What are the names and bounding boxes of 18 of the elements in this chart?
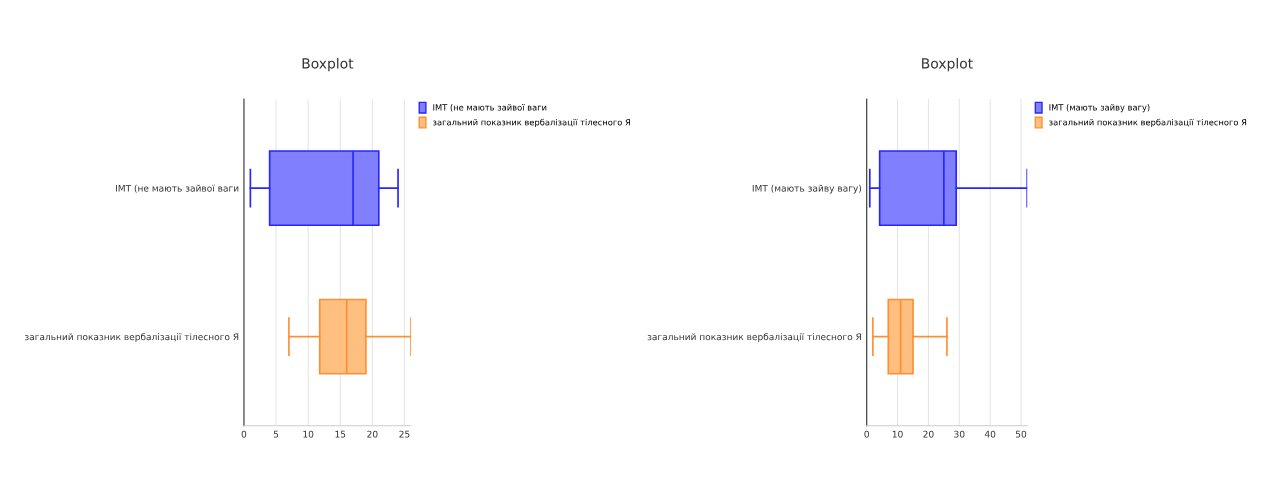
- x-tick-label: 50: [1015, 430, 1027, 438]
- x-tick-label: 0: [241, 430, 247, 438]
- x-tick-label: 25: [399, 430, 410, 438]
- x-tick-label: 40: [984, 430, 996, 438]
- chart-title: Boxplot: [302, 57, 354, 72]
- x-tick-label: 10: [892, 430, 903, 438]
- x-tick-label: 0: [864, 430, 869, 438]
- legend-label: загальний показник вербалізації тілесного Я: [433, 118, 630, 128]
- x-tick-label: 10: [303, 430, 314, 438]
- legend-label: загальний показник вербалізації тілесного Я: [1049, 118, 1247, 128]
- x-tick-label: 5: [273, 430, 279, 438]
- x-tick-label: 15: [335, 430, 346, 438]
- legend-label: ІМТ (не мають зайвої ваги: [433, 104, 547, 112]
- chart-title: Boxplot: [922, 57, 973, 72]
- legend-label: ІМТ (мають зайву вагу): [1049, 104, 1150, 113]
- x-tick-label: 20: [923, 430, 934, 438]
- x-tick-label: 30: [954, 430, 965, 438]
- x-tick-label: 20: [367, 430, 378, 438]
